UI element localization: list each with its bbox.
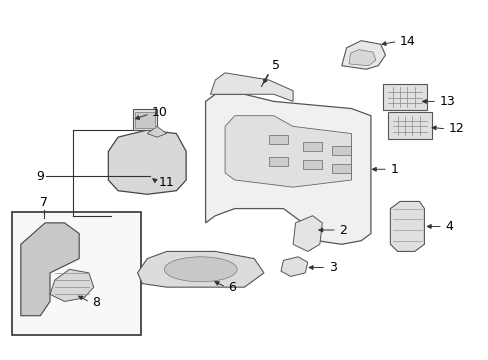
Bar	[12, 212, 141, 336]
Text: 8: 8	[92, 296, 100, 309]
Polygon shape	[50, 269, 94, 301]
Polygon shape	[147, 126, 166, 137]
Text: 10: 10	[152, 106, 168, 120]
Text: 1: 1	[389, 163, 397, 176]
Polygon shape	[281, 257, 307, 276]
Text: 6: 6	[228, 281, 236, 294]
Polygon shape	[224, 116, 351, 187]
Text: 3: 3	[328, 261, 336, 274]
Polygon shape	[389, 202, 424, 251]
Text: 7: 7	[40, 195, 48, 208]
Polygon shape	[21, 223, 79, 316]
Bar	[331, 146, 351, 155]
Polygon shape	[341, 41, 385, 69]
FancyBboxPatch shape	[382, 84, 426, 111]
Bar	[302, 143, 322, 152]
Bar	[331, 164, 351, 173]
Bar	[268, 157, 287, 166]
Bar	[302, 160, 322, 169]
Polygon shape	[132, 109, 157, 130]
Text: 14: 14	[399, 35, 415, 48]
Polygon shape	[205, 94, 370, 244]
Text: 12: 12	[448, 122, 464, 135]
Text: 9: 9	[36, 170, 44, 183]
Ellipse shape	[164, 257, 237, 282]
Polygon shape	[292, 216, 322, 251]
Text: 11: 11	[159, 176, 174, 189]
Polygon shape	[210, 73, 292, 102]
Polygon shape	[108, 130, 186, 194]
Text: 5: 5	[271, 59, 279, 72]
Polygon shape	[137, 251, 264, 287]
Text: 13: 13	[439, 95, 454, 108]
FancyBboxPatch shape	[387, 112, 431, 139]
Text: 2: 2	[339, 224, 346, 237]
Bar	[268, 135, 287, 144]
Polygon shape	[348, 50, 375, 66]
Text: 4: 4	[445, 220, 452, 233]
Bar	[135, 112, 154, 128]
